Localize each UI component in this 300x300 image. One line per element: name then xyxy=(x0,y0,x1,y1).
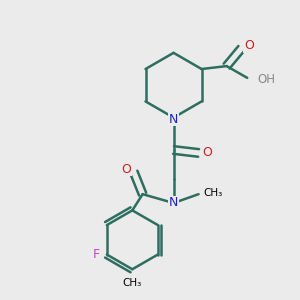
Text: O: O xyxy=(122,163,131,176)
Text: O: O xyxy=(244,39,254,52)
Text: F: F xyxy=(93,248,100,261)
Text: N: N xyxy=(169,196,178,209)
Text: OH: OH xyxy=(257,73,275,86)
Text: CH₃: CH₃ xyxy=(123,278,142,287)
Text: N: N xyxy=(169,112,178,126)
Text: CH₃: CH₃ xyxy=(203,188,222,198)
Text: O: O xyxy=(202,146,212,159)
